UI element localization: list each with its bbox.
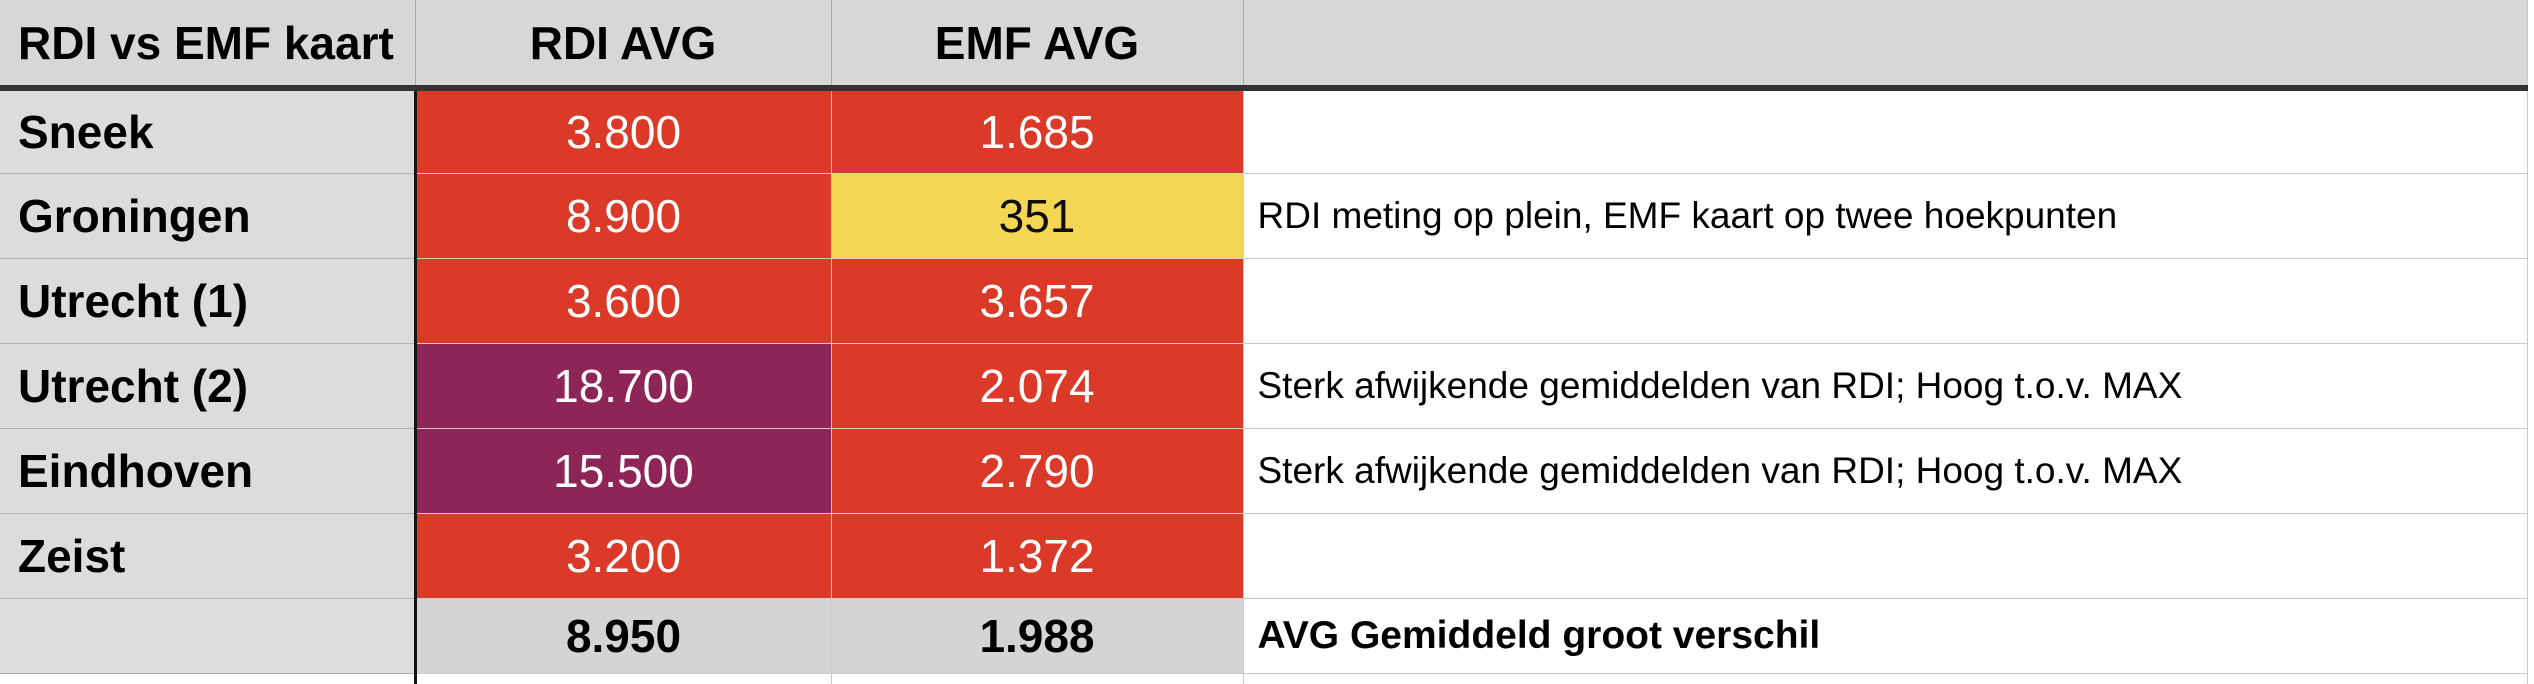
row-zeist: Zeist 3.200 1.372 bbox=[0, 513, 2528, 599]
cell-note[interactable]: RDI meting op plein, EMF kaart op twee h… bbox=[1243, 173, 2528, 259]
col-header-emf-avg[interactable]: EMF AVG bbox=[831, 0, 1244, 91]
cell-label[interactable]: Sneek bbox=[0, 88, 417, 174]
cell-label[interactable]: Eindhoven bbox=[0, 428, 417, 514]
cell-partial[interactable] bbox=[415, 673, 832, 684]
cell-note[interactable]: Sterk afwijkende gemiddelden van RDI; Ho… bbox=[1243, 428, 2528, 514]
col-header-notes[interactable] bbox=[1243, 0, 2528, 91]
cell-emf-value[interactable]: 1.372 bbox=[831, 513, 1244, 599]
cell-partial[interactable] bbox=[0, 673, 417, 684]
row-sneek: Sneek 3.800 1.685 bbox=[0, 88, 2528, 174]
cell-emf-value[interactable]: 2.074 bbox=[831, 343, 1244, 429]
cell-label[interactable]: Utrecht (1) bbox=[0, 258, 417, 344]
cell-rdi-value[interactable]: 18.700 bbox=[415, 343, 832, 429]
header-row: RDI vs EMF kaart RDI AVG EMF AVG bbox=[0, 0, 2528, 91]
cell-partial[interactable] bbox=[1243, 673, 2528, 684]
cell-partial[interactable] bbox=[831, 673, 1244, 684]
cell-label[interactable]: Groningen bbox=[0, 173, 417, 259]
cell-rdi-value[interactable]: 3.800 bbox=[415, 88, 832, 174]
cell-rdi-value[interactable]: 8.900 bbox=[415, 173, 832, 259]
cell-rdi-value[interactable]: 3.200 bbox=[415, 513, 832, 599]
row-partial-cutoff bbox=[0, 673, 2528, 684]
row-utrecht-2: Utrecht (2) 18.700 2.074 Sterk afwijkend… bbox=[0, 343, 2528, 429]
cell-note[interactable] bbox=[1243, 258, 2528, 344]
cell-summary-label[interactable] bbox=[0, 598, 417, 674]
cell-summary-emf-avg[interactable]: 1.988 bbox=[831, 598, 1244, 674]
cell-emf-value[interactable]: 1.685 bbox=[831, 88, 1244, 174]
row-utrecht-1: Utrecht (1) 3.600 3.657 bbox=[0, 258, 2528, 344]
cell-emf-value[interactable]: 2.790 bbox=[831, 428, 1244, 514]
cell-summary-rdi-avg[interactable]: 8.950 bbox=[415, 598, 832, 674]
cell-label[interactable]: Utrecht (2) bbox=[0, 343, 417, 429]
cell-emf-value[interactable]: 3.657 bbox=[831, 258, 1244, 344]
cell-note[interactable]: Sterk afwijkende gemiddelden van RDI; Ho… bbox=[1243, 343, 2528, 429]
cell-rdi-value[interactable]: 3.600 bbox=[415, 258, 832, 344]
cell-summary-note[interactable]: AVG Gemiddeld groot verschil bbox=[1243, 598, 2528, 674]
row-eindhoven: Eindhoven 15.500 2.790 Sterk afwijkende … bbox=[0, 428, 2528, 514]
col-header-rdi-avg[interactable]: RDI AVG bbox=[415, 0, 832, 91]
cell-label[interactable]: Zeist bbox=[0, 513, 417, 599]
cell-rdi-value[interactable]: 15.500 bbox=[415, 428, 832, 514]
cell-emf-value[interactable]: 351 bbox=[831, 173, 1244, 259]
cell-note[interactable] bbox=[1243, 88, 2528, 174]
row-groningen: Groningen 8.900 351 RDI meting op plein,… bbox=[0, 173, 2528, 259]
cell-note[interactable] bbox=[1243, 513, 2528, 599]
table-title-cell[interactable]: RDI vs EMF kaart bbox=[0, 0, 416, 91]
row-summary: 8.950 1.988 AVG Gemiddeld groot verschil bbox=[0, 598, 2528, 674]
